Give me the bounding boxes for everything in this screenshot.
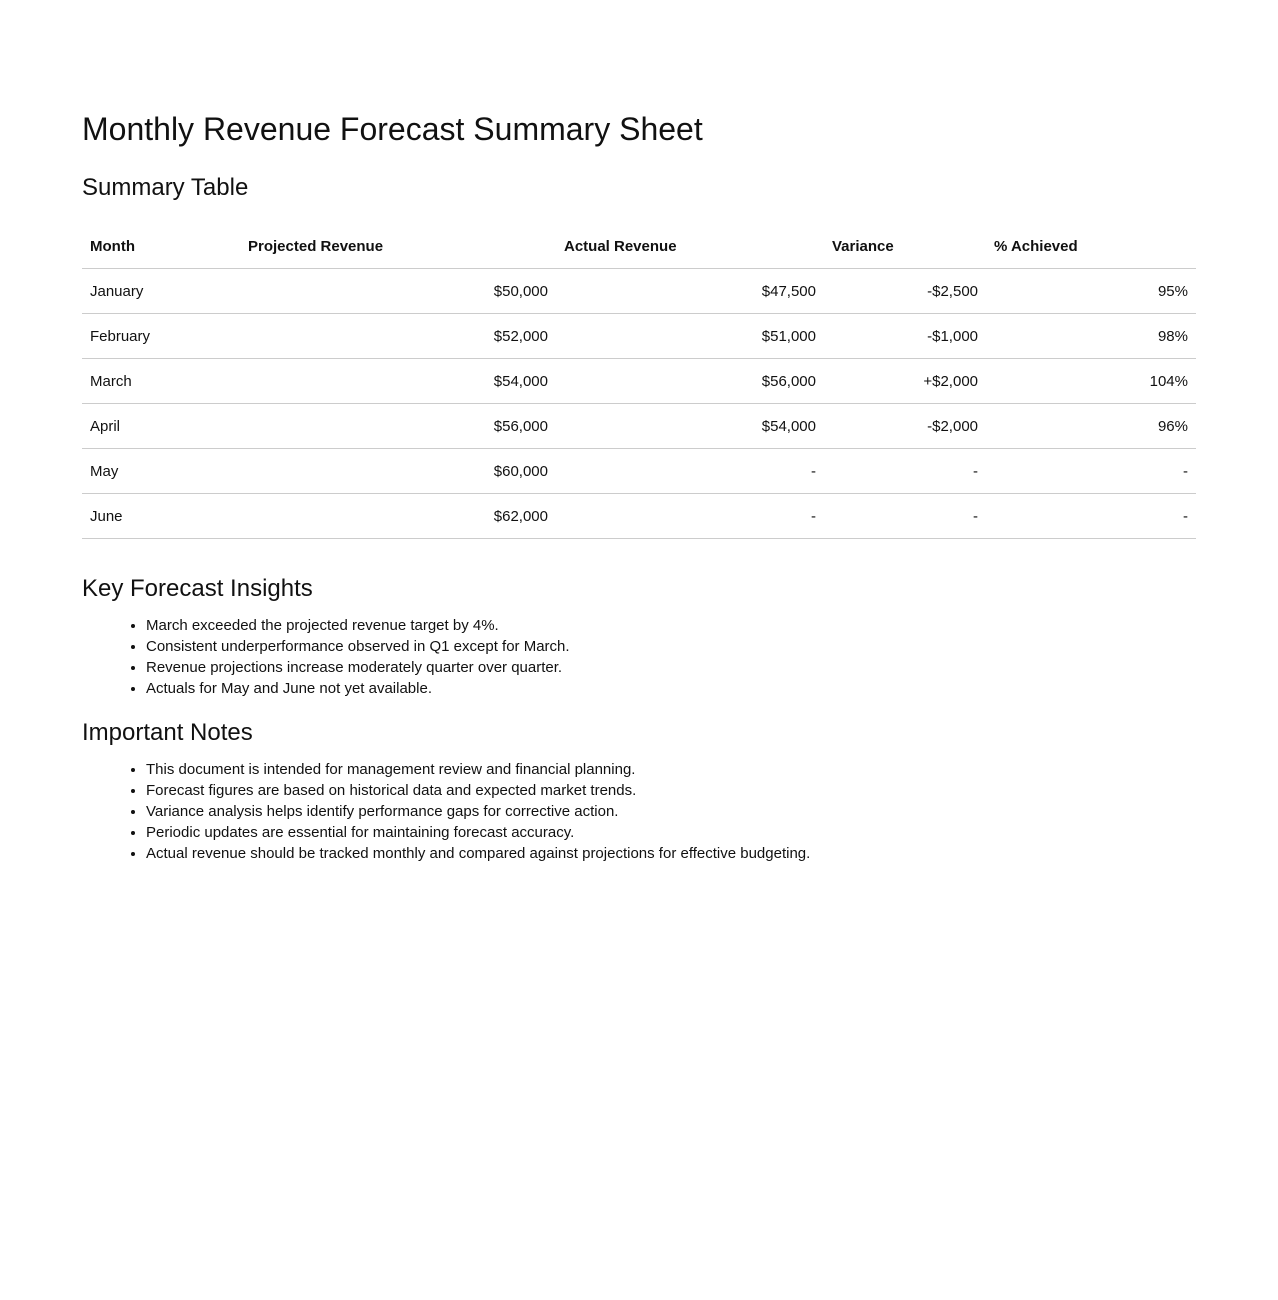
table-cell: $56,000	[556, 358, 824, 404]
column-header: Variance	[824, 224, 986, 269]
note-item: Forecast figures are based on historical…	[146, 780, 1196, 801]
table-row: January $50,000 $47,500 -$2,500 95%	[82, 268, 1196, 314]
notes-heading: Important Notes	[82, 719, 253, 746]
insights-heading: Key Forecast Insights	[82, 575, 313, 602]
table-cell: +$2,000	[824, 358, 986, 404]
table-cell: $60,000	[240, 448, 556, 494]
table-cell: -$2,000	[824, 403, 986, 449]
table-cell: 96%	[986, 403, 1196, 449]
table-row: March $54,000 $56,000 +$2,000 104%	[82, 358, 1196, 404]
column-header: Projected Revenue	[240, 224, 556, 269]
note-item: Periodic updates are essential for maint…	[146, 822, 1196, 843]
insight-item: Revenue projections increase moderately …	[146, 657, 1196, 678]
table-cell: $54,000	[556, 403, 824, 449]
column-header: % Achieved	[986, 224, 1196, 269]
table-cell: March	[82, 358, 240, 404]
table-cell: -	[556, 448, 824, 494]
insights-list: March exceeded the projected revenue tar…	[82, 615, 1196, 699]
table-cell: $56,000	[240, 403, 556, 449]
table-row: June $62,000- - -	[82, 493, 1196, 539]
note-item: This document is intended for management…	[146, 759, 1196, 780]
summary-table: Month Projected Revenue Actual Revenue V…	[82, 224, 1196, 539]
table-cell: 104%	[986, 358, 1196, 404]
insight-item: Consistent underperformance observed in …	[146, 636, 1196, 657]
table-cell: May	[82, 448, 240, 494]
summary-heading: Summary Table	[82, 174, 249, 201]
table-cell: April	[82, 403, 240, 449]
page-title: Monthly Revenue Forecast Summary Sheet	[82, 111, 703, 147]
table-cell: 98%	[986, 313, 1196, 359]
table-cell: February	[82, 313, 240, 359]
column-header: Month	[82, 224, 240, 269]
table-cell: 95%	[986, 268, 1196, 314]
table-cell: $62,000	[240, 493, 556, 539]
insight-item: Actuals for May and June not yet availab…	[146, 678, 1196, 699]
note-item: Actual revenue should be tracked monthly…	[146, 843, 1196, 864]
document: Monthly Revenue Forecast Summary Sheet S…	[82, 108, 1196, 864]
table-cell: -	[824, 493, 986, 539]
table-cell: $54,000	[240, 358, 556, 404]
table-cell: $52,000	[240, 313, 556, 359]
table-cell: $50,000	[240, 268, 556, 314]
table-row: February $52,000 $51,000 -$1,000 98%	[82, 313, 1196, 359]
table-cell: -	[824, 448, 986, 494]
table-cell: -$2,500	[824, 268, 986, 314]
table-cell: $47,500	[556, 268, 824, 314]
table-cell: -$1,000	[824, 313, 986, 359]
note-item: Variance analysis helps identify perform…	[146, 801, 1196, 822]
table-row: May $60,000- - -	[82, 448, 1196, 494]
table-row: April $56,000 $54,000 -$2,000 96%	[82, 403, 1196, 449]
table-cell: June	[82, 493, 240, 539]
table-cell: -	[986, 493, 1196, 539]
table-cell: -	[986, 448, 1196, 494]
insight-item: March exceeded the projected revenue tar…	[146, 615, 1196, 636]
table-cell: -	[556, 493, 824, 539]
table-cell: January	[82, 268, 240, 314]
notes-list: This document is intended for management…	[82, 759, 1196, 864]
table-cell: $51,000	[556, 313, 824, 359]
column-header: Actual Revenue	[556, 224, 824, 269]
table-header-row: Month Projected Revenue Actual Revenue V…	[82, 224, 1196, 269]
